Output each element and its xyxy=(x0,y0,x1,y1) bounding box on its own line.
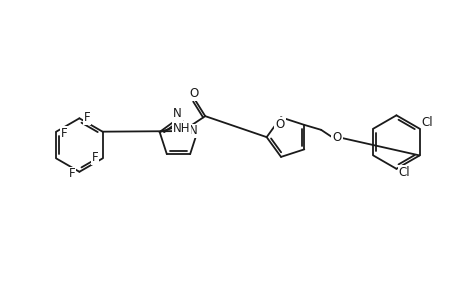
Text: N: N xyxy=(189,124,197,137)
Text: Cl: Cl xyxy=(397,166,409,179)
Text: NH: NH xyxy=(172,122,190,134)
Text: Cl: Cl xyxy=(421,116,432,129)
Text: N: N xyxy=(173,107,181,120)
Text: O: O xyxy=(275,118,284,131)
Text: F: F xyxy=(61,128,67,140)
Text: O: O xyxy=(189,87,198,100)
Text: F: F xyxy=(84,111,90,124)
Text: F: F xyxy=(91,151,98,164)
Text: O: O xyxy=(332,131,341,144)
Text: F: F xyxy=(68,167,75,181)
